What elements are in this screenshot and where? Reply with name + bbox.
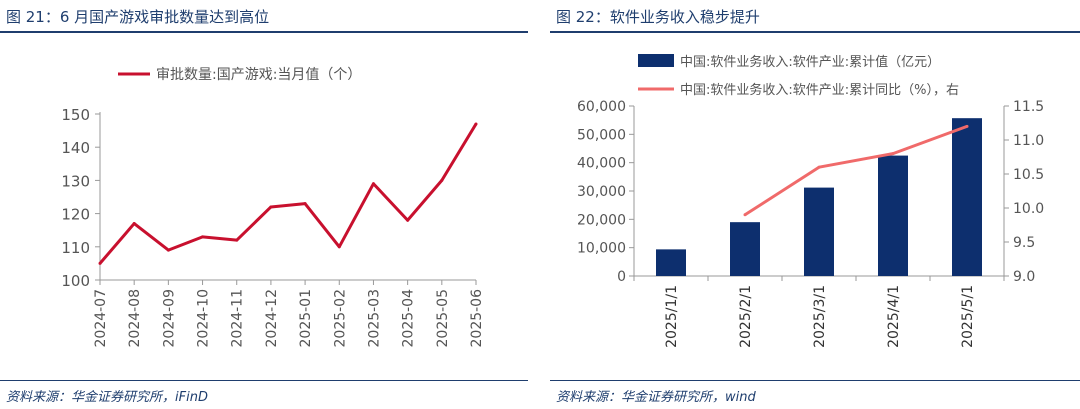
left-figure-title: 图 21：6 月国产游戏审批数量达到高位 — [6, 8, 270, 26]
legend-label-approvals: 审批数量:国产游戏:当月值（个） — [156, 67, 361, 83]
right-source-note: 资料来源：华金证券研究所，wind — [556, 390, 756, 405]
data-point-growth — [891, 152, 895, 156]
data-point-approvals — [406, 218, 410, 222]
x-tick-label: 2024-12 — [264, 289, 280, 348]
data-point-approvals — [269, 205, 273, 209]
data-point-growth — [965, 124, 969, 128]
y-left-tick-label: 50,000 — [577, 127, 626, 143]
x-tick-label: 2024-11 — [230, 289, 246, 348]
data-point-approvals — [303, 202, 307, 206]
y-tick-label: 150 — [61, 106, 90, 124]
left-line-chart: 审批数量:国产游戏:当月值（个） 100 110 120 130 140 150 2024-0… — [61, 67, 485, 348]
y-tick-label: 120 — [61, 206, 90, 224]
y-left-tick-label: 20,000 — [577, 212, 626, 228]
data-point-approvals — [235, 238, 239, 242]
x-tick-label: 2025/1/1 — [664, 285, 680, 348]
series-line-approvals — [98, 123, 478, 265]
legend-label-growth: 中国:软件业务收入:软件产业:累计同比（%），右 — [680, 82, 959, 98]
x-tick-label: 2025-01 — [298, 289, 314, 348]
x-tick-label: 2025-04 — [401, 289, 417, 348]
x-tick-label: 2025-02 — [332, 289, 348, 348]
x-tick-label: 2024-07 — [93, 289, 109, 348]
y-tick-label: 110 — [61, 239, 90, 257]
bar-revenue — [656, 249, 686, 276]
bar-revenue — [878, 155, 908, 276]
left-source-rule — [0, 380, 528, 381]
y-right-tick-label: 9.5 — [1013, 235, 1035, 251]
y-right-tick-label: 11.5 — [1013, 99, 1044, 115]
x-tick-label: 2025-05 — [435, 289, 451, 348]
x-tick-label: 2024-08 — [127, 289, 143, 348]
right-combo-chart: 中国:软件业务收入:软件产业:累计值（亿元） 中国:软件业务收入:软件产业:累计同… — [577, 54, 1044, 348]
data-point-approvals — [474, 122, 478, 126]
data-point-approvals — [440, 178, 444, 182]
right-figure-title: 图 22：软件业务收入稳步提升 — [556, 8, 760, 26]
y-right-tick-label: 9.0 — [1013, 269, 1035, 285]
data-point-approvals — [132, 222, 136, 226]
right-title-rule — [550, 31, 1080, 33]
left-source-note: 资料来源：华金证券研究所，iFinD — [6, 390, 208, 405]
y-left-tick-label: 10,000 — [577, 241, 626, 257]
y-tick-label: 130 — [61, 172, 90, 190]
x-tick-label: 2025/4/1 — [886, 285, 902, 348]
y-left-tick-label: 60,000 — [577, 99, 626, 115]
data-point-approvals — [166, 248, 170, 252]
data-point-approvals — [337, 245, 341, 249]
x-tick-label: 2025-03 — [366, 289, 382, 348]
x-tick-label: 2024-10 — [196, 289, 212, 348]
bar-revenue — [804, 187, 834, 276]
y-right-tick-label: 10.5 — [1013, 167, 1044, 183]
data-point-approvals — [201, 235, 205, 239]
legend-label-revenue: 中国:软件业务收入:软件产业:累计值（亿元） — [680, 54, 940, 70]
y-tick-label: 100 — [61, 272, 90, 290]
x-tick-label: 2024-09 — [161, 289, 177, 348]
data-point-growth — [743, 213, 747, 217]
y-right-tick-label: 11.0 — [1013, 133, 1044, 149]
x-tick-label: 2025/2/1 — [738, 285, 754, 348]
bar-revenue — [730, 222, 760, 276]
data-point-growth — [817, 165, 821, 169]
x-tick-label: 2025-06 — [469, 289, 485, 348]
series-line-growth — [744, 124, 968, 217]
data-point-approvals — [98, 261, 102, 265]
x-tick-label: 2025/3/1 — [812, 285, 828, 348]
data-point-approvals — [371, 182, 375, 186]
left-title-rule — [0, 31, 528, 33]
y-right-tick-label: 10.0 — [1013, 201, 1044, 217]
y-left-tick-label: 0 — [617, 269, 626, 285]
right-source-rule — [550, 380, 1080, 381]
y-left-tick-label: 30,000 — [577, 184, 626, 200]
x-tick-label: 2025/5/1 — [960, 285, 976, 348]
y-left-tick-label: 40,000 — [577, 156, 626, 172]
bar-revenue — [952, 118, 982, 276]
legend-swatch-revenue — [638, 54, 674, 67]
left-figure-panel: 图 21：6 月国产游戏审批数量达到高位 审批数量:国产游戏:当月值（个） 100… — [0, 0, 528, 409]
y-tick-label: 140 — [61, 139, 90, 157]
right-figure-panel: 图 22：软件业务收入稳步提升 中国:软件业务收入:软件产业:累计值（亿元） 中国… — [550, 0, 1080, 409]
